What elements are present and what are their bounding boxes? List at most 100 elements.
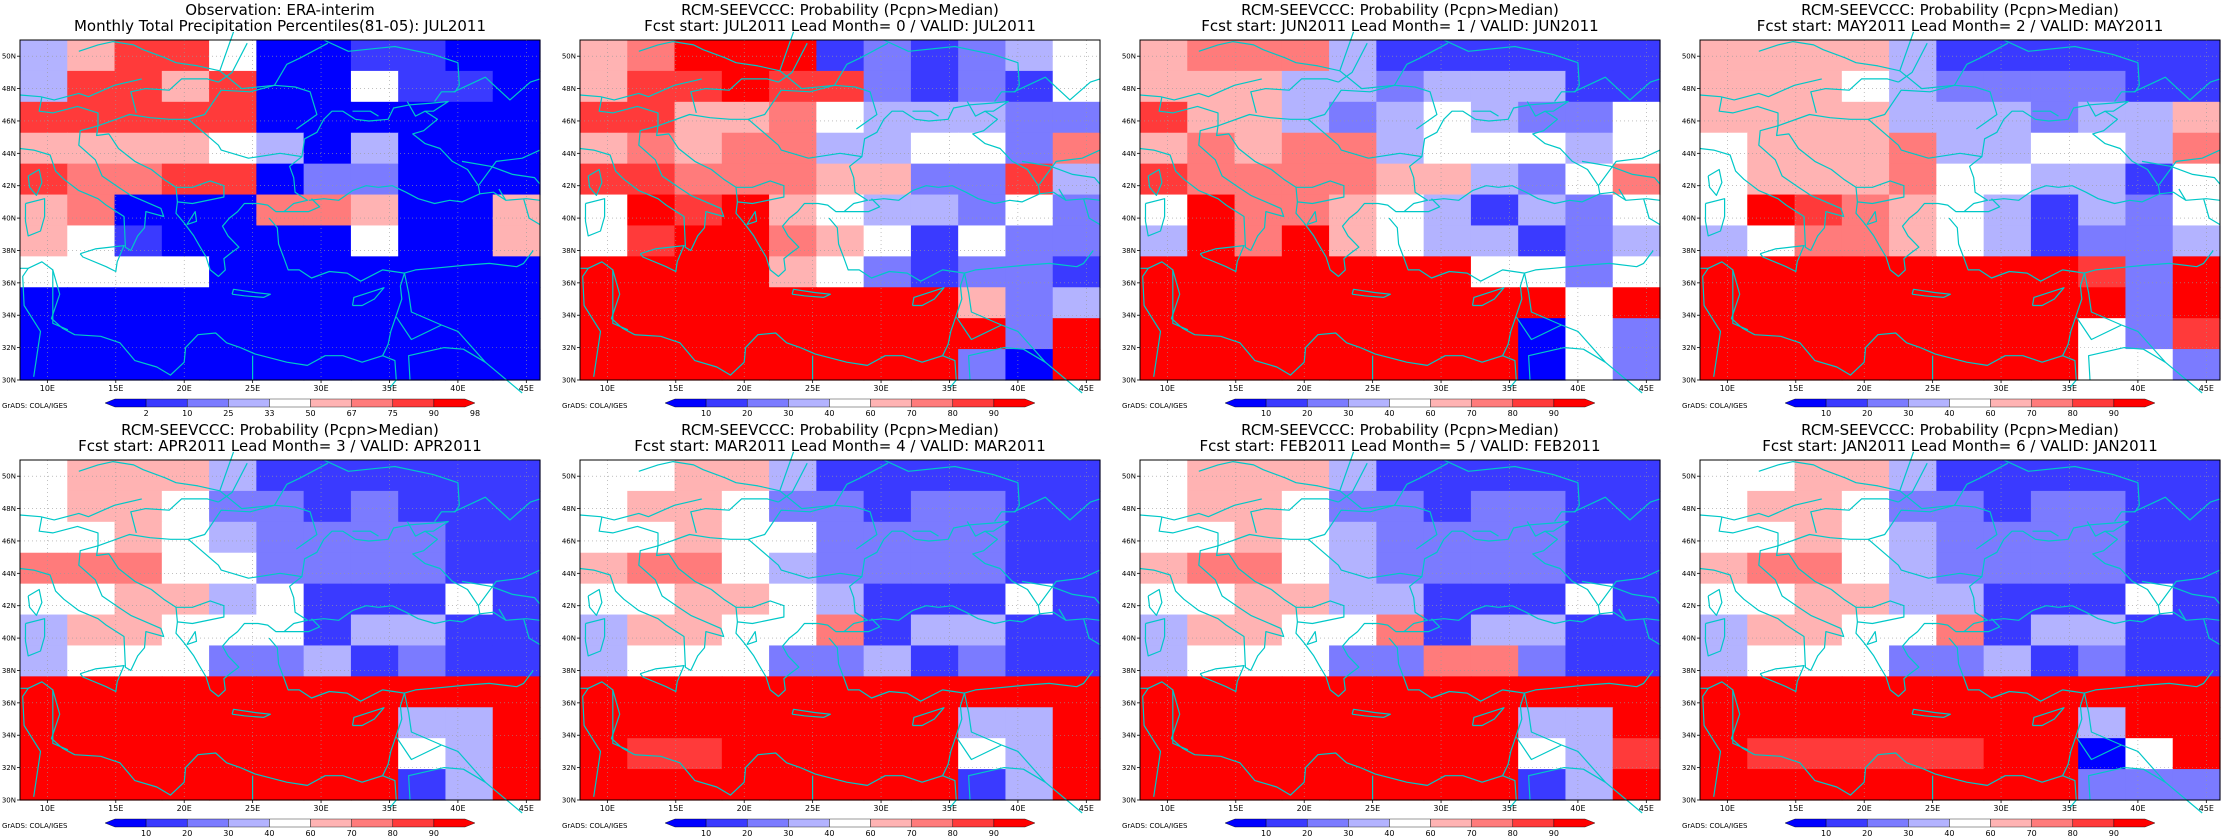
data-cell xyxy=(67,707,116,739)
map-figure: 10E 15E 20E 25E 30E 35E 40E 45E 30N 32N 34N 36N 38N 4… xyxy=(2,31,541,418)
coastline-path xyxy=(20,637,406,796)
coastline-path xyxy=(1428,185,1601,205)
data-cell xyxy=(445,676,494,708)
coastline-path xyxy=(736,600,785,625)
data-cells xyxy=(20,40,541,381)
colorbar-segment xyxy=(1430,398,1472,408)
data-cell xyxy=(627,552,676,585)
coastline-path xyxy=(1058,188,1067,201)
x-tick-label: 20E xyxy=(1297,804,1312,813)
coastline-path xyxy=(1988,605,2161,625)
data-cell xyxy=(674,738,723,770)
colorbar-segment xyxy=(1430,818,1472,828)
data-cell xyxy=(492,349,541,381)
data-cell xyxy=(721,521,770,554)
data-cell xyxy=(769,552,817,585)
data-cell xyxy=(1612,349,1661,381)
colorbar-label: 80 xyxy=(1508,409,1518,418)
y-tick-label: 50N xyxy=(1682,473,1696,481)
coastline-path xyxy=(231,708,271,718)
coastline-path xyxy=(1866,631,1878,646)
panel-title-line1: Observation: ERA-interim xyxy=(185,1,375,19)
coastline-path xyxy=(523,198,541,226)
data-cell xyxy=(2030,163,2079,196)
data-cell xyxy=(1140,132,1188,165)
data-cell xyxy=(256,349,305,381)
y-tick-label: 44N xyxy=(2,150,16,158)
data-cell xyxy=(256,40,305,72)
coastline-path xyxy=(1702,687,1722,797)
data-cell xyxy=(958,101,1007,134)
data-cell xyxy=(2172,490,2221,523)
coastline-path xyxy=(284,198,321,213)
data-cell xyxy=(1841,194,1890,227)
data-cell xyxy=(863,707,912,739)
coastline-path xyxy=(2075,316,2122,341)
coastline-path xyxy=(1393,42,1449,86)
map-frame xyxy=(19,459,541,801)
data-cell xyxy=(674,256,723,288)
data-cell xyxy=(1234,738,1283,770)
data-cell xyxy=(1140,676,1188,708)
data-cell xyxy=(1794,552,1843,585)
data-cell xyxy=(1747,738,1796,770)
data-cell xyxy=(1281,583,1330,616)
colorbar-label: 10 xyxy=(141,829,151,838)
data-cell xyxy=(580,645,628,677)
data-cell xyxy=(627,490,676,523)
data-cell xyxy=(1612,769,1661,801)
data-cell xyxy=(350,490,399,523)
coastline-path xyxy=(584,198,606,237)
data-cell xyxy=(1936,583,1985,616)
data-cell xyxy=(674,552,723,585)
data-cell xyxy=(1423,132,1472,165)
data-cell xyxy=(1187,521,1236,554)
data-cell xyxy=(1936,318,1985,350)
data-cell xyxy=(721,769,770,801)
data-cell xyxy=(1329,769,1377,801)
y-tick-label: 40N xyxy=(2,635,16,643)
data-cell xyxy=(1140,645,1188,677)
data-cell xyxy=(1841,707,1890,739)
coastline-path xyxy=(868,185,1041,205)
data-cell xyxy=(256,614,305,647)
data-cell xyxy=(627,70,676,103)
data-cell xyxy=(2172,318,2221,350)
data-cell xyxy=(816,287,865,319)
y-tick-label: 50N xyxy=(2,473,16,481)
data-cell xyxy=(1983,318,2032,350)
data-cell xyxy=(1747,552,1796,585)
coastline-path xyxy=(2003,459,2140,522)
data-cell xyxy=(350,101,399,134)
y-tick-label: 34N xyxy=(562,732,576,740)
data-cell xyxy=(2125,460,2174,492)
x-tick-label: 40E xyxy=(1010,804,1025,813)
data-cell xyxy=(1052,132,1101,165)
data-cell xyxy=(1052,583,1101,616)
coastline-path xyxy=(2203,198,2221,226)
data-cell xyxy=(1423,707,1472,739)
data-cell xyxy=(627,132,676,165)
coastline-path xyxy=(19,125,165,252)
data-cell xyxy=(721,614,770,647)
coastline-path xyxy=(219,490,275,510)
data-cell xyxy=(492,163,541,196)
coastline-path xyxy=(1707,168,1723,196)
data-cell xyxy=(114,707,163,739)
data-cell xyxy=(445,769,494,801)
data-cell xyxy=(1936,738,1985,770)
data-cell xyxy=(1052,70,1101,103)
data-cell xyxy=(1329,552,1377,585)
data-cell xyxy=(674,349,723,381)
coastlines xyxy=(1699,31,2221,394)
data-cell xyxy=(445,101,494,134)
data-cell xyxy=(398,460,447,492)
coastline-path xyxy=(186,211,198,226)
colorbar-segment xyxy=(870,398,912,408)
data-cell xyxy=(1565,460,1614,492)
colorbar-label: 60 xyxy=(865,829,875,838)
data-cell xyxy=(1376,645,1425,677)
coastline-path xyxy=(657,504,878,550)
data-cell xyxy=(114,552,163,585)
data-cell xyxy=(1423,70,1472,103)
